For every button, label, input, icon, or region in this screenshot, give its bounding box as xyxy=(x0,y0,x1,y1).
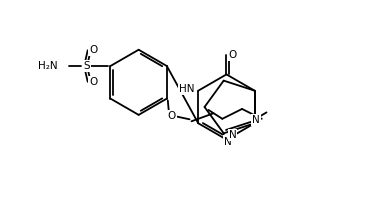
Text: H₂N: H₂N xyxy=(38,61,57,71)
Text: O: O xyxy=(168,111,176,121)
Text: S: S xyxy=(83,61,90,71)
Text: HN: HN xyxy=(179,84,194,94)
Text: O: O xyxy=(90,45,98,55)
Text: N: N xyxy=(229,130,236,140)
Text: O: O xyxy=(228,50,237,60)
Text: N: N xyxy=(224,136,231,147)
Text: N: N xyxy=(252,115,260,125)
Text: O: O xyxy=(90,77,98,87)
